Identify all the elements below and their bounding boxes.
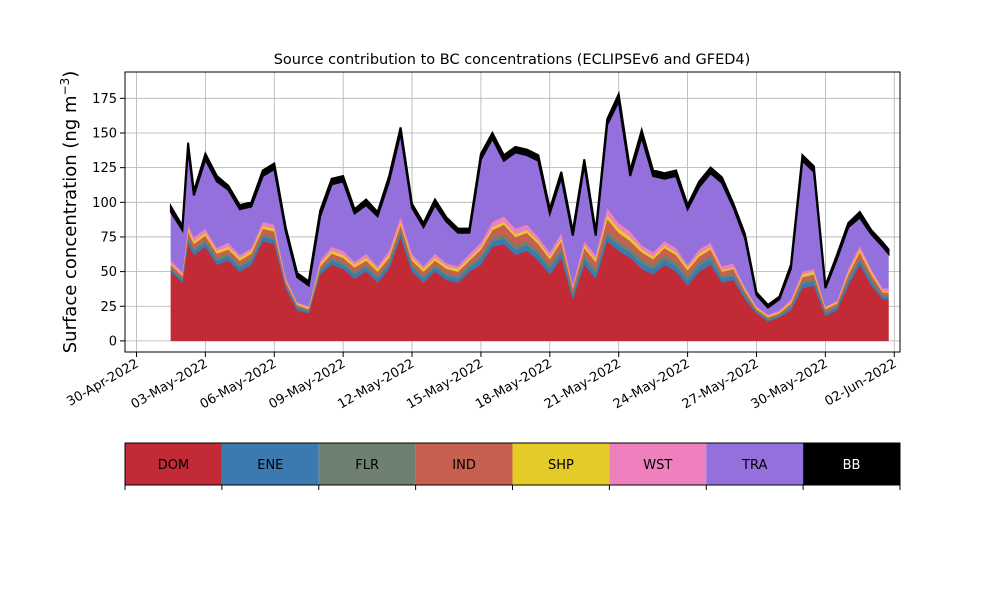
y-tick-label: 150 bbox=[92, 126, 117, 141]
legend-swatch-dom bbox=[125, 443, 222, 485]
legend-swatch-shp bbox=[512, 443, 610, 485]
legend-swatch-flr bbox=[318, 443, 416, 485]
legend-label-tra: TRA bbox=[741, 458, 767, 473]
x-tick-label: 15-May-2022 bbox=[404, 356, 486, 412]
y-tick-label: 175 bbox=[92, 92, 117, 107]
y-tick-label: 125 bbox=[92, 161, 117, 176]
x-tick-label: 24-May-2022 bbox=[611, 356, 693, 412]
x-tick-label: 30-May-2022 bbox=[749, 356, 831, 412]
y-axis-label: Surface concentration (ng m−3) bbox=[58, 71, 81, 354]
x-tick-label: 03-May-2022 bbox=[129, 356, 211, 412]
x-tick-label: 12-May-2022 bbox=[335, 356, 417, 412]
legend-label-wst: WST bbox=[643, 458, 672, 473]
x-tick-label: 02-Jun-2022 bbox=[822, 356, 899, 409]
x-tick-label: 21-May-2022 bbox=[542, 356, 624, 412]
y-tick-label: 75 bbox=[100, 230, 117, 245]
legend-label-ind: IND bbox=[452, 458, 476, 473]
legend-swatch-wst bbox=[609, 443, 707, 485]
x-tick-label: 06-May-2022 bbox=[198, 356, 280, 412]
legend-label-dom: DOM bbox=[158, 458, 189, 473]
legend-label-flr: FLR bbox=[355, 458, 379, 473]
svg-text:Surface concentration (ng m−3): Surface concentration (ng m−3) bbox=[58, 71, 81, 354]
legend-swatch-ene bbox=[221, 443, 319, 485]
x-tick-label: 27-May-2022 bbox=[680, 356, 762, 412]
legend-swatch-tra bbox=[706, 443, 804, 485]
legend-swatch-ind bbox=[415, 443, 513, 485]
x-tick-label: 09-May-2022 bbox=[266, 356, 348, 412]
series-area-bb bbox=[169, 90, 890, 309]
y-tick-label: 0 bbox=[109, 334, 117, 349]
legend-label-shp: SHP bbox=[548, 458, 574, 473]
y-tick-label: 50 bbox=[100, 265, 117, 280]
legend-swatch-bb bbox=[803, 443, 900, 485]
legend-label-ene: ENE bbox=[257, 458, 283, 473]
legend-colorbar: DOM ENE FLR IND SHP WST TRA BB bbox=[124, 442, 901, 490]
plot-area: 025507510012515017530-Apr-202203-May-202… bbox=[64, 71, 901, 412]
y-tick-label: 100 bbox=[92, 196, 117, 211]
chart-title: Source contribution to BC concentrations… bbox=[274, 52, 751, 68]
plot-frame bbox=[124, 71, 901, 353]
legend-label-bb: BB bbox=[843, 458, 861, 473]
x-tick-label: 18-May-2022 bbox=[473, 356, 555, 412]
y-tick-label: 25 bbox=[100, 300, 117, 315]
